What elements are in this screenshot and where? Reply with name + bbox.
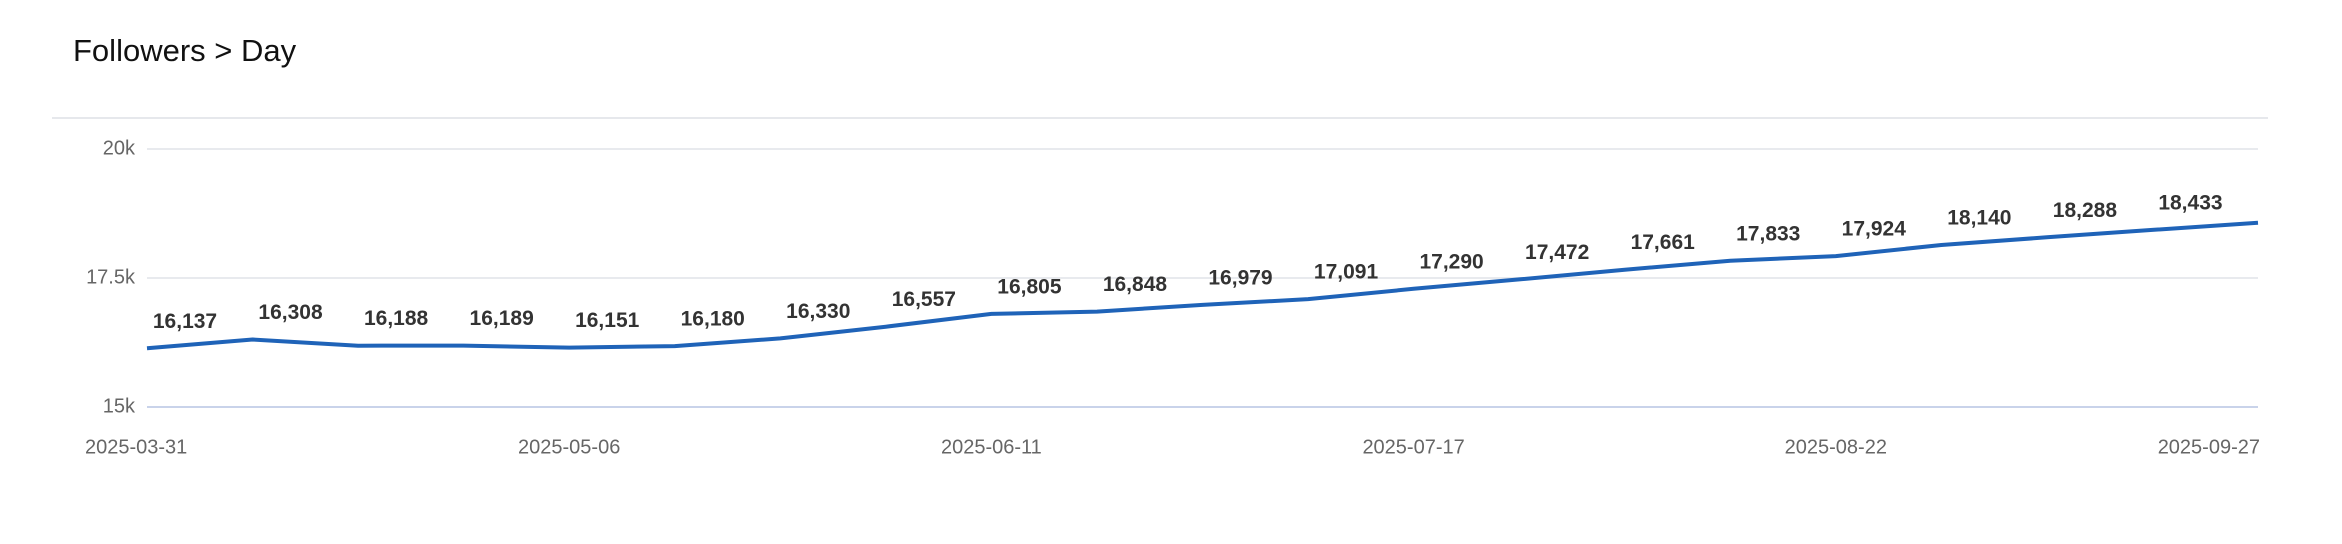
data-label: 18,433 [2158,191,2222,214]
data-label: 17,091 [1314,261,1379,284]
x-tick-label: 2025-03-31 [85,436,187,458]
y-tick-label: 15k [103,395,136,417]
data-label: 17,290 [1419,250,1483,273]
data-label: 17,472 [1525,241,1589,264]
data-label: 16,805 [997,275,1062,298]
data-label: 16,308 [258,301,323,324]
data-label: 16,979 [1208,266,1272,289]
data-label: 16,137 [153,310,217,333]
x-tick-label: 2025-05-06 [518,436,620,458]
chart-title: Followers > Day [73,33,297,68]
data-label: 17,924 [1842,218,1907,241]
data-label: 17,661 [1631,231,1696,254]
x-tick-label: 2025-06-11 [941,436,1042,458]
data-label: 16,189 [470,307,534,330]
data-label: 18,288 [2053,199,2118,222]
data-label: 16,151 [575,309,640,332]
y-tick-label: 20k [103,137,136,159]
x-tick-label: 2025-07-17 [1362,436,1464,458]
data-label: 16,180 [681,308,745,331]
y-tick-label: 17.5k [86,266,136,288]
data-label: 16,848 [1103,273,1168,296]
data-label: 16,188 [364,307,429,330]
data-label: 16,557 [892,288,956,311]
series-line [146,220,2259,351]
data-label: 17,833 [1736,222,1800,245]
data-label: 18,140 [1947,207,2011,230]
x-tick-label: 2025-08-22 [1785,436,1887,458]
x-tick-label: 2025-09-27 [2158,436,2260,458]
data-label: 16,330 [786,300,850,323]
